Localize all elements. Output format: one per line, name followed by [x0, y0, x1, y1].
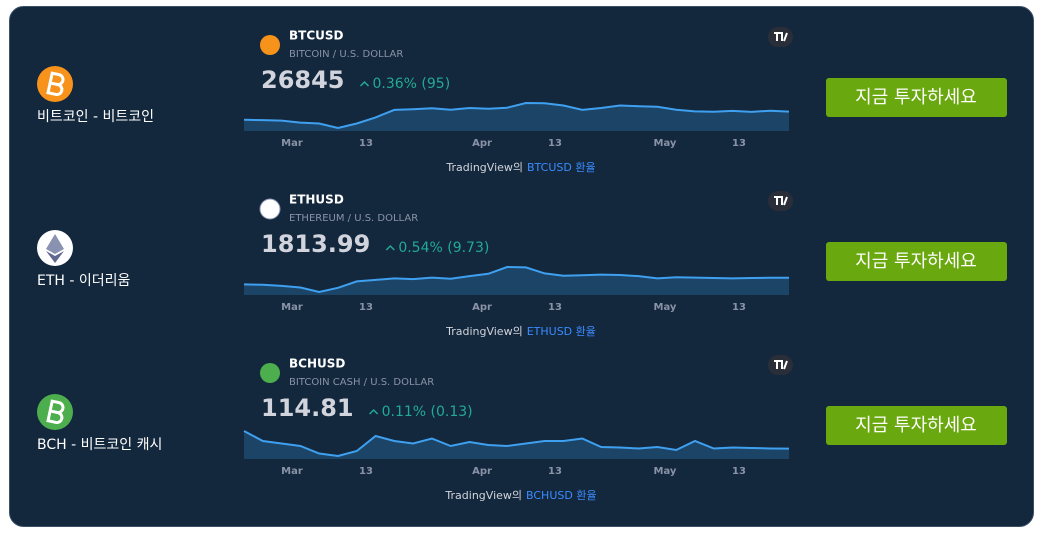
x-label: May: [654, 466, 677, 477]
sparkline-area: [244, 103, 789, 131]
symbol: BTCUSD: [289, 29, 344, 43]
x-label: 13: [359, 466, 373, 477]
coin-icon: [37, 230, 73, 266]
symbol: BCHUSD: [289, 357, 345, 371]
tv-logo: [768, 27, 793, 47]
price: 26845: [261, 66, 345, 94]
icon-shape: [46, 234, 64, 254]
symbol-icon: [260, 363, 280, 383]
sparkline: [243, 265, 789, 294]
x-label: May: [654, 138, 677, 149]
x-label: 13: [548, 138, 562, 149]
change: 0.54% (9.73): [398, 240, 489, 256]
x-label: 13: [548, 466, 562, 477]
button-bg: [826, 78, 1007, 117]
symbol: ETHUSD: [289, 193, 344, 207]
coin-row: 비트코인 - 비트코인 BTCUSD BITCOIN / U.S. DOLLAR 26…: [37, 27, 1007, 174]
button-label: 지금 투자하세요: [855, 251, 977, 272]
price: 114.81: [261, 394, 354, 422]
change: 0.11% (0.13): [382, 404, 473, 420]
x-label: 13: [732, 466, 746, 477]
x-label: 13: [359, 302, 373, 313]
x-label: 13: [359, 138, 373, 149]
invest-button[interactable]: 지금 투자하세요: [826, 242, 1007, 281]
coin-name: 비트코인 - 비트코인: [37, 109, 154, 125]
description: ETHEREUM / U.S. DOLLAR: [289, 213, 418, 224]
x-label: Apr: [472, 466, 492, 477]
change-arrow: [369, 408, 379, 415]
coin-icon: [37, 394, 73, 430]
x-label: May: [654, 302, 677, 313]
attribution-prefix: TradingView의: [444, 489, 522, 502]
tv-logo: [768, 355, 793, 375]
icon-shape: [46, 71, 65, 96]
attribution-link[interactable]: BCHUSD 환율: [526, 489, 597, 502]
invest-button[interactable]: 지금 투자하세요: [826, 78, 1007, 117]
sparkline: [243, 101, 790, 130]
description: BITCOIN CASH / U.S. DOLLAR: [289, 377, 434, 388]
attribution: TradingView의 BTCUSD 환율: [445, 161, 595, 174]
change-arrow: [385, 244, 395, 251]
coin-name: ETH - 이더리움: [37, 273, 131, 289]
x-label: 13: [732, 138, 746, 149]
x-label: Mar: [281, 466, 303, 477]
x-label: 13: [732, 302, 746, 313]
x-label: 13: [548, 302, 562, 313]
attribution-link[interactable]: ETHUSD 환율: [527, 325, 596, 338]
change-arrow: [359, 80, 370, 87]
invest-button[interactable]: 지금 투자하세요: [826, 406, 1007, 445]
change: 0.36% (95): [373, 76, 451, 92]
button-bg: [826, 406, 1007, 445]
sparkline: [243, 430, 790, 458]
tv-logo: [768, 191, 793, 211]
price: 1813.99: [261, 230, 370, 258]
description: BITCOIN / U.S. DOLLAR: [289, 49, 403, 60]
x-label: Mar: [281, 138, 303, 149]
coin-icon: [37, 66, 73, 102]
attribution-prefix: TradingView의: [445, 325, 523, 338]
x-label: Mar: [281, 302, 303, 313]
coin-name: BCH - 비트코인 캐시: [37, 437, 162, 453]
x-label: Apr: [472, 302, 492, 313]
button-bg: [826, 242, 1007, 281]
coin-row: BCH - 비트코인 캐시 BCHUSD BITCOIN CASH / U.S. D…: [37, 355, 1007, 502]
icon-shape: [46, 251, 64, 263]
tv-logo-mark: [774, 196, 788, 206]
tv-logo-mark: [774, 360, 788, 370]
x-label: Apr: [472, 138, 492, 149]
button-label: 지금 투자하세요: [855, 87, 977, 108]
attribution-prefix: TradingView의: [445, 161, 523, 174]
coin-row: ETH - 이더리움 ETHUSD ETHEREUM / U.S. DOLLAR 18…: [37, 191, 1007, 338]
sparkline-area: [244, 267, 789, 295]
tv-logo-mark: [774, 32, 788, 42]
attribution-link[interactable]: BTCUSD 환율: [527, 161, 596, 174]
button-label: 지금 투자하세요: [855, 415, 977, 436]
attribution: TradingView의 ETHUSD 환율: [445, 325, 596, 338]
symbol-icon: [259, 198, 281, 220]
symbol-icon: [260, 35, 280, 55]
icon-shape: [46, 399, 65, 424]
attribution: TradingView의 BCHUSD 환율: [444, 489, 596, 502]
